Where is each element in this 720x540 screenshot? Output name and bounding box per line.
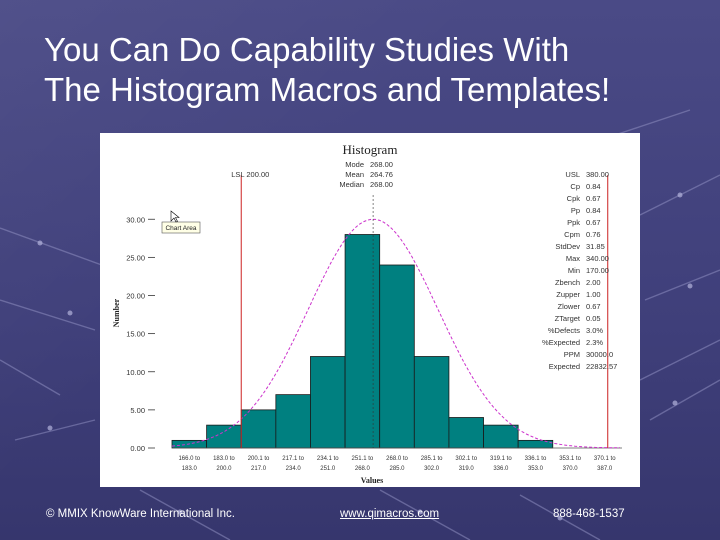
stat-value: 0.05 (586, 314, 601, 323)
stat-label: Zbench (555, 278, 580, 287)
x-tick-label-end: 268.0 (355, 466, 371, 472)
stat-label: PPM (564, 350, 580, 359)
y-tick-label: 5.00 (130, 406, 145, 415)
footer-phone: 888-468-1537 (553, 508, 625, 520)
x-tick-label-end: 183.0 (182, 466, 198, 472)
histogram-bar (310, 356, 346, 449)
stat-label: Zupper (556, 290, 580, 299)
y-tick-label: 10.00 (126, 368, 145, 377)
stat-label: Expected (549, 362, 580, 371)
stat-value: 3.0% (586, 326, 603, 335)
x-tick-label-end: 387.0 (597, 466, 613, 472)
x-tick-label-start: 336.1 to (525, 456, 547, 462)
y-tick-label: 0.00 (130, 444, 145, 453)
x-tick-label-end: 251.0 (320, 466, 336, 472)
histogram-chart: Histogram 0.00 5.00 10.00 15.00 20.00 25.00 30.… (112, 142, 622, 485)
x-tick-label-start: 285.1 to (421, 456, 443, 462)
stat-value: 22832.57 (586, 362, 617, 371)
center-stat-label: Mean (345, 170, 364, 179)
x-tick-label-end: 370.0 (563, 466, 579, 472)
slide-title-line-2: The Histogram Macros and Templates! (44, 71, 611, 108)
stat-value: 170.00 (586, 266, 609, 275)
histogram-bar (448, 417, 484, 449)
footer-website-link[interactable]: www.qimacros.com (340, 508, 440, 520)
stat-label: USL (565, 170, 580, 179)
x-tick-label-start: 319.1 to (490, 456, 512, 462)
stat-label: Max (566, 254, 580, 263)
y-tick-label: 20.00 (126, 292, 145, 301)
stat-value: 0.76 (586, 230, 601, 239)
x-tick-label-start: 251.1 to (352, 456, 374, 462)
stat-label: Zlower (557, 302, 580, 311)
stat-label: %Defects (548, 326, 580, 335)
y-axis-label: Number (112, 298, 121, 327)
stat-label: %Expected (542, 338, 580, 347)
x-tick-label-end: 353.0 (528, 466, 544, 472)
x-tick-label-end: 217.0 (251, 466, 267, 472)
stat-value: 1.00 (586, 290, 601, 299)
x-tick-label-end: 319.0 (459, 466, 475, 472)
x-tick-label-end: 234.0 (286, 466, 302, 472)
chart-title: Histogram (343, 142, 398, 157)
histogram-bar (483, 424, 519, 449)
x-tick-label-end: 285.0 (389, 466, 405, 472)
histogram-bar (413, 356, 450, 449)
histogram-bar (379, 264, 415, 449)
stat-value: 340.00 (586, 254, 609, 263)
histogram-bar (275, 394, 311, 449)
x-tick-label-start: 302.1 to (455, 456, 477, 462)
stat-value: 0.67 (586, 218, 601, 227)
x-tick-label-start: 234.1 to (317, 456, 339, 462)
x-axis-label: Values (361, 476, 383, 485)
center-stat-value: 268.00 (370, 180, 393, 189)
slide-title-line-1: You Can Do Capability Studies With (44, 31, 570, 68)
stat-value: 30000.0 (586, 350, 613, 359)
stat-value: 2.3% (586, 338, 603, 347)
x-tick-label-start: 268.0 to (386, 456, 408, 462)
stat-label: Cpm (564, 230, 580, 239)
stat-label: Min (568, 266, 580, 275)
chart-area-tooltip (161, 221, 201, 234)
stat-value: 0.84 (586, 206, 601, 215)
center-stat-label: Median (339, 180, 364, 189)
stat-value: 31.85 (586, 242, 605, 251)
stat-label: Cp (570, 182, 580, 191)
chart-area-tooltip-text: Chart Area (165, 225, 196, 232)
slide-title: You Can Do Capability Studies With The H… (44, 30, 694, 110)
x-tick-label-end: 336.0 (493, 466, 509, 472)
x-tick-label-start: 183.0 to (213, 456, 235, 462)
x-tick-label-start: 353.1 to (559, 456, 581, 462)
y-tick-label: 25.00 (126, 253, 145, 262)
center-stat-value: 268.00 (370, 160, 393, 169)
footer-copyright: © MMIX KnowWare International Inc. (46, 508, 235, 520)
stat-label: Pp (571, 206, 580, 215)
histogram-bar (240, 409, 277, 449)
x-tick-label-end: 302.0 (424, 466, 440, 472)
lsl-label: LSL 200.00 (231, 170, 269, 179)
x-tick-label-end: 200.0 (216, 466, 232, 472)
y-tick-label: 30.00 (126, 215, 145, 224)
stat-value: 2.00 (586, 278, 601, 287)
stat-value: 0.67 (586, 194, 601, 203)
x-tick-label-start: 166.0 to (178, 456, 200, 462)
x-tick-label-start: 370.1 to (594, 456, 616, 462)
stat-value: 0.84 (586, 182, 601, 191)
y-tick-label: 15.00 (126, 330, 145, 339)
center-stat-value: 264.76 (370, 170, 393, 179)
histogram-bar (206, 424, 242, 449)
stat-value: 0.67 (586, 302, 601, 311)
histogram-bar (344, 234, 381, 449)
center-stat-label: Mode (345, 160, 364, 169)
stat-label: Ppk (567, 218, 580, 227)
stat-label: Cpk (567, 194, 581, 203)
stat-value: 380.00 (586, 170, 609, 179)
normal-curve (171, 218, 620, 449)
x-tick-label-start: 217.1 to (282, 456, 304, 462)
stat-label: ZTarget (555, 314, 581, 323)
x-tick-label-start: 200.1 to (248, 456, 270, 462)
cursor-pointer-icon (170, 210, 180, 223)
stat-label: StdDev (555, 242, 580, 251)
histogram-chart-area[interactable]: Histogram 0.00 5.00 10.00 15.00 20.00 25.00 30.… (100, 133, 640, 487)
